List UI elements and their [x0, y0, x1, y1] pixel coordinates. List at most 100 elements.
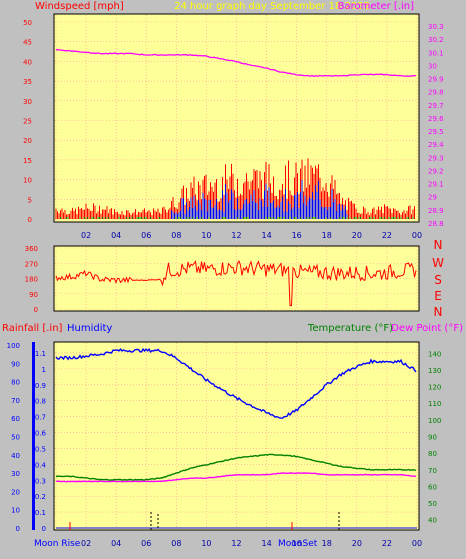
barometer-tick-label: 29.3 [428, 154, 444, 162]
barometer-tick-label: 30.3 [428, 23, 444, 31]
time-tick-label: 10 [201, 231, 211, 240]
windspeed-tick-label: 10 [23, 177, 32, 185]
axis-tick-labels: 0510152025303540455028.828.92929.129.229… [7, 19, 445, 548]
barometer-tick-label: 29.2 [428, 167, 444, 175]
time-tick-label: 14 [261, 231, 271, 240]
wind-direction-series [55, 260, 417, 307]
time-tick-label: 08 [171, 539, 181, 548]
humidity-tick-label: 20 [11, 488, 20, 496]
time-tick-label: 14 [261, 539, 271, 548]
windspeed-tick-label: 50 [23, 19, 32, 27]
compass-labels: N W S E N [432, 238, 444, 319]
moon-set-label: MoonSet [278, 539, 318, 549]
windspeed-tick-label: 45 [23, 39, 32, 47]
dewpoint-axis-label: Dew Point (°F) [391, 323, 463, 334]
rainfall-tick-label: 0.4 [35, 461, 47, 469]
moon-rise-label: Moon Rise [34, 539, 81, 549]
humidity-tick-label: 0 [16, 525, 20, 533]
temperature-tick-label: 50 [428, 500, 437, 508]
time-tick-label: 00 [412, 539, 422, 548]
humidity-tick-label: 10 [11, 507, 20, 515]
compass-label: S [434, 273, 442, 287]
barometer-tick-label: 29.1 [428, 181, 444, 189]
temperature-tick-label: 90 [428, 434, 437, 442]
time-tick-label: 02 [81, 539, 91, 548]
temperature-tick-label: 110 [428, 400, 441, 408]
temperature-tick-label: 100 [428, 417, 441, 425]
windspeed-tick-label: 15 [23, 157, 32, 165]
humidity-tick-label: 80 [11, 379, 20, 387]
time-tick-label: 18 [322, 231, 332, 240]
temperature-tick-label: 70 [428, 467, 437, 475]
rainfall-tick-label: 1 [42, 366, 46, 374]
temperature-tick-label: 140 [428, 350, 441, 358]
time-tick-label: 18 [322, 539, 332, 548]
windspeed-tick-label: 40 [23, 58, 32, 66]
rainfall-tick-label: 1.1 [35, 350, 46, 358]
barometer-tick-label: 29.7 [428, 102, 444, 110]
time-tick-label: 06 [141, 539, 151, 548]
rainfall-tick-label: 0.8 [35, 398, 46, 406]
humidity-tick-label: 90 [11, 360, 20, 368]
time-tick-label: 22 [382, 231, 392, 240]
barometer-tick-label: 29.5 [428, 128, 444, 136]
rainfall-tick-label: 0.9 [35, 382, 46, 390]
direction-tick-label: 180 [25, 276, 38, 284]
rainfall-tick-label: 0.5 [35, 445, 46, 453]
wind-direction-line [55, 260, 417, 307]
temperature-tick-label: 80 [428, 450, 437, 458]
compass-label: E [434, 289, 442, 303]
windspeed-axis-label: Windspeed [mph] [35, 1, 124, 12]
time-tick-label: 04 [111, 231, 121, 240]
barometer-tick-label: 29.6 [428, 115, 444, 123]
rainfall-tick-label: 0.3 [35, 477, 46, 485]
time-tick-label: 00 [412, 231, 422, 240]
windspeed-series [55, 158, 415, 219]
humidity-tick-label: 60 [11, 415, 20, 423]
rainfall-axis-label: Rainfall [.in] [2, 323, 63, 334]
time-tick-label: 12 [231, 539, 241, 548]
time-tick-label: 12 [231, 231, 241, 240]
barometer-tick-label: 28.9 [428, 207, 444, 215]
humidity-axis-label: Humidity [67, 323, 112, 334]
temperature-tick-label: 130 [428, 367, 441, 375]
rainfall-tick-label: 0.6 [35, 430, 47, 438]
barometer-tick-label: 29.4 [428, 141, 444, 149]
time-tick-label: 22 [382, 539, 392, 548]
time-tick-label: 20 [352, 539, 362, 548]
rainfall-tick-label: 0.1 [35, 509, 46, 517]
time-tick-label: 08 [171, 231, 181, 240]
rainfall-tick-label: 0.7 [35, 414, 46, 422]
humidity-tick-label: 50 [11, 434, 20, 442]
time-tick-label: 02 [81, 231, 91, 240]
direction-tick-label: 360 [25, 245, 38, 253]
direction-tick-label: 90 [29, 291, 38, 299]
direction-tick-label: 270 [25, 260, 38, 268]
windspeed-tick-label: 0 [28, 216, 32, 224]
barometer-axis-label: Barometer [.in] [338, 1, 414, 12]
barometer-tick-label: 28.8 [428, 220, 444, 228]
humidity-line [55, 347, 417, 419]
time-tick-label: 04 [111, 539, 121, 548]
barometer-series [55, 49, 417, 77]
humidity-tick-label: 30 [11, 470, 20, 478]
direction-tick-label: 0 [34, 306, 38, 314]
barometer-tick-label: 29.8 [428, 89, 444, 97]
temperature-tick-label: 60 [428, 483, 437, 491]
time-tick-label: 10 [201, 539, 211, 548]
time-tick-label: 16 [292, 231, 302, 240]
compass-label: N [434, 305, 443, 319]
grid-lines [55, 15, 418, 529]
barometer-tick-label: 30.1 [428, 49, 444, 57]
humidity-tick-label: 70 [11, 397, 20, 405]
temperature-axis-label: Temperature (°F) [307, 323, 393, 334]
windspeed-tick-label: 30 [23, 98, 32, 106]
time-tick-label: 16 [292, 539, 302, 548]
rainfall-tick-label: 0.2 [35, 493, 46, 501]
compass-label: W [432, 256, 444, 270]
barometer-line [55, 49, 417, 77]
windspeed-tick-label: 35 [23, 78, 32, 86]
barometer-tick-label: 29.9 [428, 76, 444, 84]
rainfall-axis-bar [32, 342, 35, 530]
